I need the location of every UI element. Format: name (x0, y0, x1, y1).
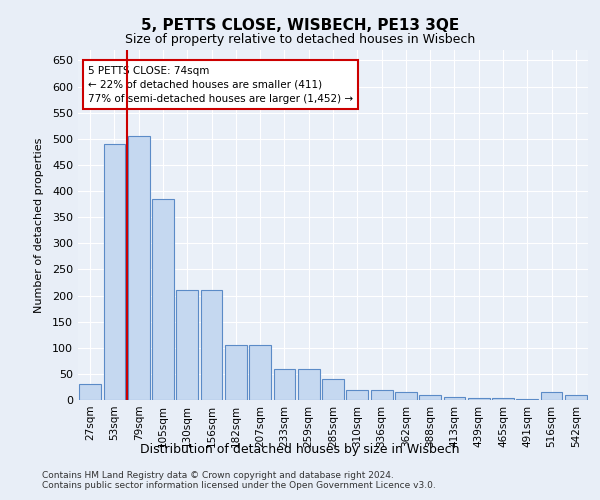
Text: Size of property relative to detached houses in Wisbech: Size of property relative to detached ho… (125, 32, 475, 46)
Bar (443, 398, 466, 400)
Bar (492, 398, 514, 400)
Text: Distribution of detached houses by size in Wisbech: Distribution of detached houses by size … (140, 442, 460, 456)
Bar (152, 199, 174, 400)
Bar (274, 368, 295, 400)
Bar (468, 398, 490, 400)
Bar (346, 390, 368, 400)
Bar (176, 290, 198, 400)
Bar (249, 345, 271, 400)
Bar (200, 290, 223, 400)
Text: 5, PETTS CLOSE, WISBECH, PE13 3QE: 5, PETTS CLOSE, WISBECH, PE13 3QE (141, 18, 459, 32)
Text: Contains HM Land Registry data © Crown copyright and database right 2024.: Contains HM Land Registry data © Crown c… (42, 471, 394, 480)
Bar (104, 144, 125, 400)
Text: 5 PETTS CLOSE: 74sqm
← 22% of detached houses are smaller (411)
77% of semi-deta: 5 PETTS CLOSE: 74sqm ← 22% of detached h… (88, 66, 353, 104)
Bar (79, 384, 101, 400)
Bar (541, 392, 562, 400)
Bar (298, 368, 320, 400)
Y-axis label: Number of detached properties: Number of detached properties (34, 138, 44, 312)
Bar (371, 390, 392, 400)
Bar (322, 379, 344, 400)
Bar (225, 345, 247, 400)
Text: Contains public sector information licensed under the Open Government Licence v3: Contains public sector information licen… (42, 481, 436, 490)
Bar (419, 395, 441, 400)
Bar (395, 392, 417, 400)
Bar (128, 136, 149, 400)
Bar (565, 395, 587, 400)
